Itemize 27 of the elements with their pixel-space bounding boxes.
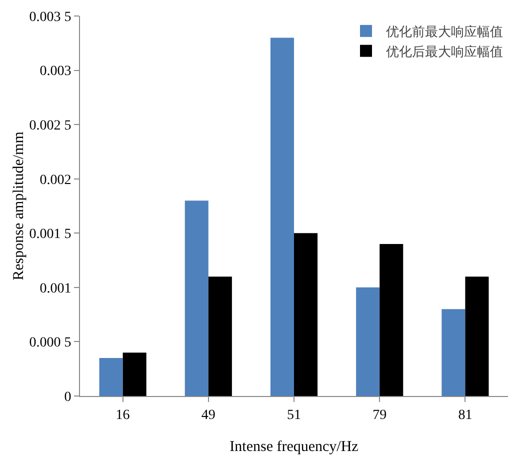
x-tick-label: 51 <box>287 408 301 423</box>
x-tick-label: 16 <box>116 408 130 423</box>
y-tick-label: 0.000 5 <box>29 336 72 351</box>
x-tick-label: 79 <box>372 408 387 423</box>
y-tick-label: 0.002 5 <box>29 118 72 134</box>
y-tick-label: 0.003 5 <box>29 10 72 25</box>
bar <box>442 309 466 396</box>
bar <box>122 352 146 396</box>
bar <box>465 276 489 396</box>
y-tick-label: 0 <box>64 390 72 405</box>
legend-label: 优化后最大响应幅值 <box>386 44 503 60</box>
x-tick-label: 49 <box>201 408 216 423</box>
x-axis-title: Intense frequency/Hz <box>230 439 359 455</box>
y-tick-label: 0.002 <box>40 172 72 188</box>
x-tick-label: 81 <box>458 408 472 423</box>
bar <box>208 276 232 396</box>
bar <box>294 233 318 396</box>
y-tick-label: 0.003 <box>40 64 72 80</box>
bar <box>184 200 208 396</box>
legend-label: 优化前最大响应幅值 <box>386 24 503 40</box>
y-axis-title: Response amplitude/mm <box>11 131 28 280</box>
y-tick-label: 0.001 <box>40 281 72 296</box>
bar <box>356 287 380 396</box>
bar <box>270 38 294 396</box>
bar <box>99 358 123 396</box>
y-tick-label: 0.001 5 <box>29 227 72 242</box>
bar <box>380 244 404 396</box>
